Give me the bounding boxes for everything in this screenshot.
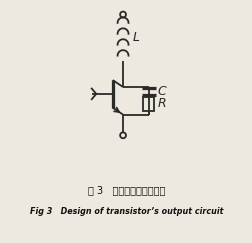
Text: L: L	[132, 31, 139, 44]
Bar	[143, 97, 154, 111]
Text: C: C	[157, 85, 166, 98]
Text: Fig 3   Design of transistor’s output circuit: Fig 3 Design of transistor’s output circ…	[30, 207, 222, 216]
Text: 图 3   三极管输出电路设计: 图 3 三极管输出电路设计	[87, 186, 165, 196]
Text: R: R	[157, 97, 166, 110]
